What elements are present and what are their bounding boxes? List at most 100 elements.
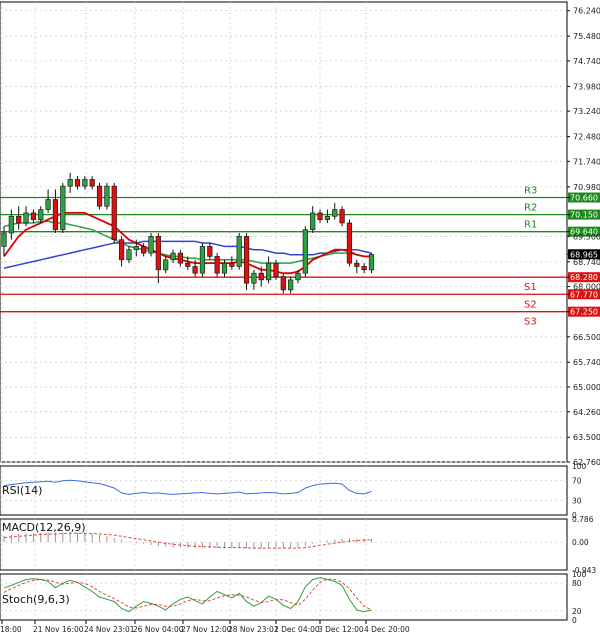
candle-body: [133, 246, 139, 251]
candle-body: [258, 272, 264, 281]
price-tick-label: 66.500: [573, 333, 600, 342]
candle-body: [8, 215, 14, 234]
stoch-tick-label: 80: [572, 579, 582, 588]
stoch-tick-label: 100: [572, 570, 587, 579]
level-label-S2: S2: [524, 299, 537, 310]
candle-body: [339, 209, 345, 224]
level-label-R1: R1: [524, 220, 537, 231]
candle-body: [1, 232, 7, 247]
level-label-R3: R3: [524, 186, 537, 197]
candle-body: [52, 199, 59, 230]
price-tick-label: 76.240: [573, 7, 600, 16]
price-tick-label: 64.260: [573, 408, 600, 417]
candle-body: [177, 252, 184, 264]
macd-signal-line: [3, 532, 372, 549]
level-price-S3: 67.250: [570, 308, 598, 317]
candle-body: [119, 239, 125, 261]
candle-body: [30, 212, 37, 220]
level-price-R1: 69.640: [570, 228, 598, 237]
candle-body: [207, 246, 213, 257]
macd-frame: [0, 518, 568, 571]
x-tick-label: 24 Nov 23:01: [84, 625, 135, 634]
candle-body: [236, 236, 242, 267]
pivot-levels: R3 70.660 R2 70.150 R1 69.640 S1 68.280 S2 67.770…: [0, 186, 600, 328]
axis-labels: 76.240 75.480 74.740 73.980 73.240 72.480 71.7…: [0, 7, 600, 634]
price-tick-label: 68.740: [573, 258, 600, 267]
candle-body: [221, 262, 228, 274]
candle-body: [185, 262, 191, 267]
level-price-R2: 70.150: [570, 211, 598, 220]
level-price-box-S2: [568, 289, 600, 300]
candle-body: [214, 256, 220, 274]
candle-body: [368, 254, 375, 271]
last-price-label: 68.965: [570, 250, 598, 259]
candle-body: [60, 185, 66, 230]
candle-body: [126, 249, 132, 261]
candle-body: [229, 262, 235, 267]
candle-body: [295, 272, 301, 281]
rsi-tick-label: 100: [572, 462, 587, 471]
candle-body: [317, 212, 323, 220]
level-label-R2: R2: [524, 203, 537, 214]
stoch-d-line: [3, 578, 372, 611]
stoch-k-line: [3, 577, 372, 613]
candle-body: [332, 209, 338, 217]
x-tick-label: 2 Dec 04:00: [274, 625, 320, 634]
price-tick-label: 71.740: [573, 157, 600, 166]
x-tick-label: 28 Nov 23:01: [228, 625, 279, 634]
macd-label: MACD(12,26,9): [2, 521, 86, 534]
price-tick-label: 73.980: [573, 82, 600, 91]
candle-body: [346, 222, 353, 264]
rsi-panel: 100 70 30 0: [0, 462, 587, 520]
candle-body: [141, 246, 147, 254]
candle-body: [199, 246, 206, 274]
candle-body: [16, 215, 22, 224]
candle-body: [310, 212, 316, 230]
price-tick-label: 63.500: [573, 433, 600, 442]
price-tick-label: 65.740: [573, 358, 600, 367]
level-price-box-S1: [568, 272, 600, 283]
macd-panel: 0.786 0.00 -0.943: [0, 515, 596, 575]
stoch-frame: [0, 573, 568, 621]
candle-body: [280, 276, 286, 291]
macd-tick-label: 0.786: [572, 515, 594, 524]
candle-body: [163, 259, 169, 271]
x-tick-label: 21 Nov 16:00: [33, 625, 84, 634]
price-tick-label: 72.480: [573, 133, 600, 142]
rsi-label: RSI(14): [2, 484, 42, 497]
candle-body: [104, 185, 110, 207]
candle-body: [361, 266, 367, 271]
price-tick-label: 69.500: [573, 232, 600, 241]
rsi-tick-label: 70: [572, 477, 582, 486]
candle-body: [170, 252, 176, 261]
price-tick-label: 65.000: [573, 383, 600, 392]
x-tick-label: 3 Dec 12:00: [318, 625, 364, 634]
candle-body: [324, 215, 331, 220]
candle-body: [148, 236, 154, 254]
level-price-S1: 68.280: [570, 273, 598, 282]
x-tick-label: 4 Dec 20:00: [364, 625, 410, 634]
level-price-S2: 67.770: [570, 290, 598, 299]
rsi-tick-label: 0: [572, 511, 577, 520]
rsi-line: [3, 479, 372, 495]
price-tick-label: 62.760: [573, 458, 600, 467]
candle-body: [74, 179, 81, 187]
candle-body: [23, 212, 29, 224]
price-tick-label: 74.740: [573, 57, 600, 66]
x-tick-label: 18:00: [0, 625, 22, 634]
macd-tick-label: 0.00: [572, 538, 589, 547]
candle-body: [96, 185, 103, 207]
macd-tick-label: -0.943: [572, 566, 596, 575]
price-tick-label: 75.480: [573, 32, 600, 41]
candle-body: [288, 279, 294, 291]
level-label-S1: S1: [524, 282, 537, 293]
candle-body: [89, 179, 95, 187]
candle-body: [155, 236, 161, 271]
candle-body: [265, 262, 272, 281]
candles: [1, 172, 375, 294]
candle-body: [192, 266, 198, 274]
level-price-box-S3: [568, 306, 600, 317]
